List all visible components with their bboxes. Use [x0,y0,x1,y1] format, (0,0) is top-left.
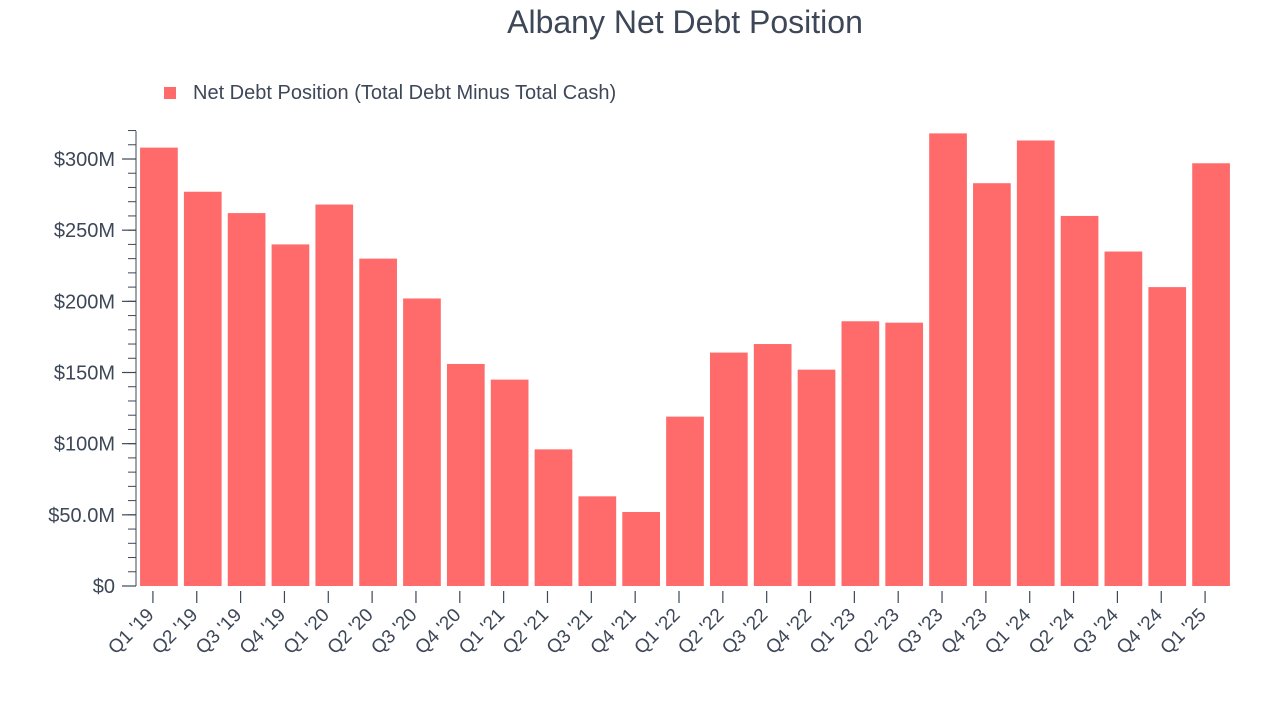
x-tick-label: Q2 '21 [499,605,553,659]
x-tick-label: Q3 '23 [894,605,948,659]
bar [1016,140,1055,586]
bar [885,322,924,586]
bar [403,298,441,586]
x-tick-label: Q2 '22 [674,605,728,659]
x-tick-label: Q2 '20 [324,605,378,659]
x-tick-label: Q1 '23 [806,605,860,659]
bar [1148,287,1187,586]
bar [841,321,880,586]
bar [140,147,178,586]
bar [359,258,397,586]
x-tick-label: Q3 '21 [543,605,597,659]
x-tick-label: Q3 '22 [718,605,772,659]
x-tick-label: Q1 '24 [981,604,1035,658]
x-tick-label: Q2 '19 [148,605,202,659]
y-tick-label: $150M [54,363,115,385]
bar [1104,251,1143,586]
legend-label: Net Debt Position (Total Debt Minus Tota… [193,82,616,104]
y-axis: $0 $50.0M $100M $150M $200M $250M $300M [48,130,137,598]
x-tick-label: Q1 '21 [455,605,509,659]
bar [490,379,529,586]
bar [797,369,836,586]
x-tick-label: Q2 '23 [850,605,904,659]
bar [183,191,222,586]
bar [973,183,1011,587]
legend-swatch [164,87,176,99]
y-tick-label: $250M [54,220,115,242]
x-tick-label: Q4 '24 [1113,604,1167,658]
bar [578,496,617,586]
legend: Net Debt Position (Total Debt Minus Tota… [164,82,616,104]
bar [1060,215,1099,586]
bar [622,511,661,586]
bar [534,449,573,586]
bar [666,416,704,586]
y-tick-label: $50.0M [48,505,115,527]
x-tick-label: Q4 '19 [236,605,290,659]
bars-group [140,133,1230,587]
x-tick-label: Q2 '24 [1025,604,1079,658]
x-tick-label: Q3 '24 [1069,604,1123,658]
chart-title: Albany Net Debt Position [507,4,863,40]
bar [929,133,967,586]
bar [709,352,748,586]
x-tick-label: Q1 '22 [631,605,685,659]
y-tick-label: $0 [93,576,115,598]
bar [753,344,792,586]
y-tick-label: $100M [54,434,115,456]
x-tick-label: Q3 '20 [367,605,421,659]
bar [446,363,485,586]
y-tick-label: $200M [54,291,115,313]
bar [1192,163,1230,586]
bar [271,244,310,586]
x-tick-label: Q1 '25 [1157,605,1211,659]
x-tick-label: Q4 '21 [587,605,641,659]
x-tick-label: Q4 '20 [411,605,465,659]
x-tick-label: Q4 '23 [937,605,991,659]
x-tick-label: Q1 '20 [280,605,334,659]
y-tick-label: $300M [54,149,115,171]
x-tick-label: Q4 '22 [762,605,816,659]
x-tick-label: Q3 '19 [192,605,246,659]
bar [227,213,266,586]
x-tick-label: Q1 '19 [104,605,158,659]
bar [315,204,354,586]
